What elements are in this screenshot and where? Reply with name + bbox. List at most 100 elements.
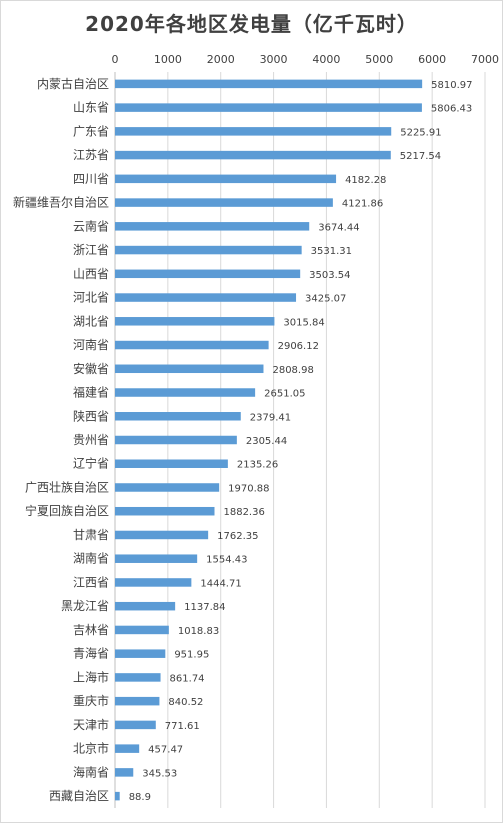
bar <box>115 412 241 421</box>
bar <box>115 388 256 397</box>
x-tick-label: 4000 <box>312 53 340 66</box>
bar <box>115 696 160 706</box>
category-label: 湖北省 <box>73 313 109 328</box>
category-label: 湖南省 <box>73 551 109 566</box>
x-tick-label: 1000 <box>154 53 182 66</box>
bar <box>115 269 301 279</box>
category-label: 宁夏回族自治区 <box>25 503 109 518</box>
category-label: 贵州省 <box>73 433 109 447</box>
data-label: 3503.54 <box>309 270 350 281</box>
bar <box>115 578 192 587</box>
category-label: 青海省 <box>73 646 109 661</box>
bar <box>115 744 140 753</box>
data-label: 840.52 <box>168 697 203 708</box>
category-label: 河南省 <box>73 337 109 352</box>
category-label: 西藏自治区 <box>49 789 109 803</box>
category-label: 新疆维吾尔自治区 <box>13 195 109 210</box>
bar <box>115 222 310 231</box>
data-label: 1018.83 <box>178 626 219 637</box>
data-label: 1554.43 <box>206 555 247 566</box>
category-label: 山西省 <box>73 267 109 281</box>
data-label: 4121.86 <box>342 199 383 210</box>
data-label: 3425.07 <box>305 294 346 305</box>
bar <box>115 506 215 516</box>
bar <box>115 103 422 112</box>
x-tick-label: 7000 <box>471 53 499 66</box>
category-label: 云南省 <box>73 218 109 233</box>
x-tick-label: 0 <box>112 53 119 66</box>
bar <box>115 649 166 658</box>
bar <box>115 293 297 302</box>
x-tick-label: 5000 <box>365 53 393 66</box>
category-label: 黑龙江省 <box>61 599 109 613</box>
x-tick-label: 3000 <box>260 53 288 66</box>
category-label: 江苏省 <box>73 148 109 162</box>
data-label: 345.53 <box>142 768 177 779</box>
data-label: 951.95 <box>174 650 209 661</box>
bar <box>115 768 134 777</box>
bar <box>115 127 392 136</box>
data-label: 2906.12 <box>278 341 319 352</box>
data-label: 2305.44 <box>246 436 287 447</box>
data-label: 88.9 <box>129 792 151 803</box>
category-label: 安徽省 <box>73 361 109 376</box>
data-label: 2379.41 <box>250 412 291 423</box>
category-label: 天津市 <box>73 717 109 732</box>
data-label: 2135.26 <box>237 460 278 471</box>
category-label: 甘肃省 <box>73 528 109 542</box>
data-label: 3674.44 <box>318 222 359 233</box>
bar <box>115 625 169 635</box>
data-label: 1762.35 <box>217 531 258 542</box>
bar <box>115 245 302 255</box>
bar <box>115 601 176 611</box>
bar <box>115 79 423 89</box>
data-label: 5225.91 <box>400 127 441 138</box>
category-label: 浙江省 <box>73 243 109 257</box>
bar <box>115 364 264 374</box>
category-label: 四川省 <box>73 172 109 186</box>
bar <box>115 317 275 326</box>
category-label: 重庆市 <box>73 693 109 708</box>
bar <box>115 530 209 540</box>
category-label: 辽宁省 <box>73 456 109 471</box>
data-label: 3015.84 <box>283 317 324 328</box>
data-label: 1137.84 <box>184 602 225 613</box>
category-label: 海南省 <box>73 764 109 779</box>
bar <box>115 459 228 468</box>
data-label: 5806.43 <box>431 104 472 115</box>
data-label: 3531.31 <box>311 246 352 257</box>
category-label: 吉林省 <box>73 623 109 637</box>
category-label: 山东省 <box>73 101 109 115</box>
bar <box>115 791 120 801</box>
category-label: 江西省 <box>73 575 109 589</box>
category-label: 广东省 <box>73 124 109 138</box>
data-label: 1444.71 <box>200 578 241 589</box>
x-tick-label: 6000 <box>418 53 446 66</box>
bar <box>115 554 198 563</box>
data-label: 771.61 <box>165 721 200 732</box>
data-label: 2808.98 <box>272 365 313 376</box>
data-label: 2651.05 <box>264 389 305 400</box>
data-label: 1882.36 <box>223 507 264 518</box>
bar <box>115 483 220 492</box>
data-label: 5217.54 <box>400 151 441 162</box>
data-label: 4182.28 <box>345 175 386 186</box>
category-label: 北京市 <box>73 741 109 756</box>
category-label: 内蒙古自治区 <box>37 76 109 91</box>
category-label: 河北省 <box>73 291 109 305</box>
bar <box>115 198 333 207</box>
chart-title: 2020年各地区发电量（亿千瓦时） <box>85 12 418 36</box>
bar <box>115 673 161 682</box>
category-label: 广西壮族自治区 <box>25 480 109 494</box>
data-label: 5810.97 <box>431 80 472 91</box>
category-label: 上海市 <box>73 669 109 684</box>
data-label: 1970.88 <box>228 483 269 494</box>
data-label: 457.47 <box>148 745 183 756</box>
bar <box>115 720 156 730</box>
category-label: 陕西省 <box>73 408 109 423</box>
bar <box>115 174 337 184</box>
bar <box>115 150 391 160</box>
category-label: 福建省 <box>73 385 109 400</box>
